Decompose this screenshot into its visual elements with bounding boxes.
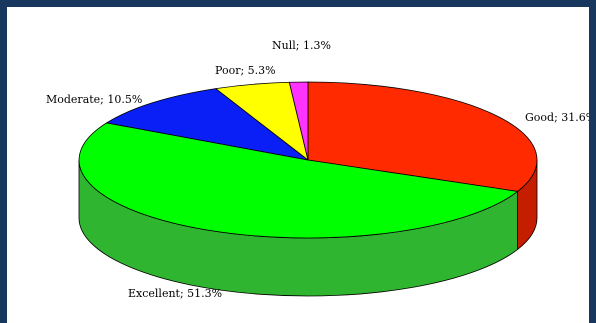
pie-slice-moderate <box>106 88 309 161</box>
pie-top-group <box>78 81 538 239</box>
data-label-good: Good; 31.6% <box>525 111 589 124</box>
pie-slice-excellent <box>78 122 518 239</box>
pie-label-group: Good; 31.6% Excellent; 51.3% Moderate; 10.… <box>46 39 589 300</box>
pie-chart: Good; 31.6% Excellent; 51.3% Moderate; 10.… <box>46 39 589 300</box>
pie-slice-null <box>288 81 309 161</box>
pie-slice-good <box>307 81 538 192</box>
data-label-null: Null; 1.3% <box>272 39 331 52</box>
data-label-poor: Poor; 5.3% <box>215 64 276 77</box>
data-label-moderate: Moderate; 10.5% <box>46 93 142 106</box>
data-label-excellent: Excellent; 51.3% <box>128 287 222 300</box>
